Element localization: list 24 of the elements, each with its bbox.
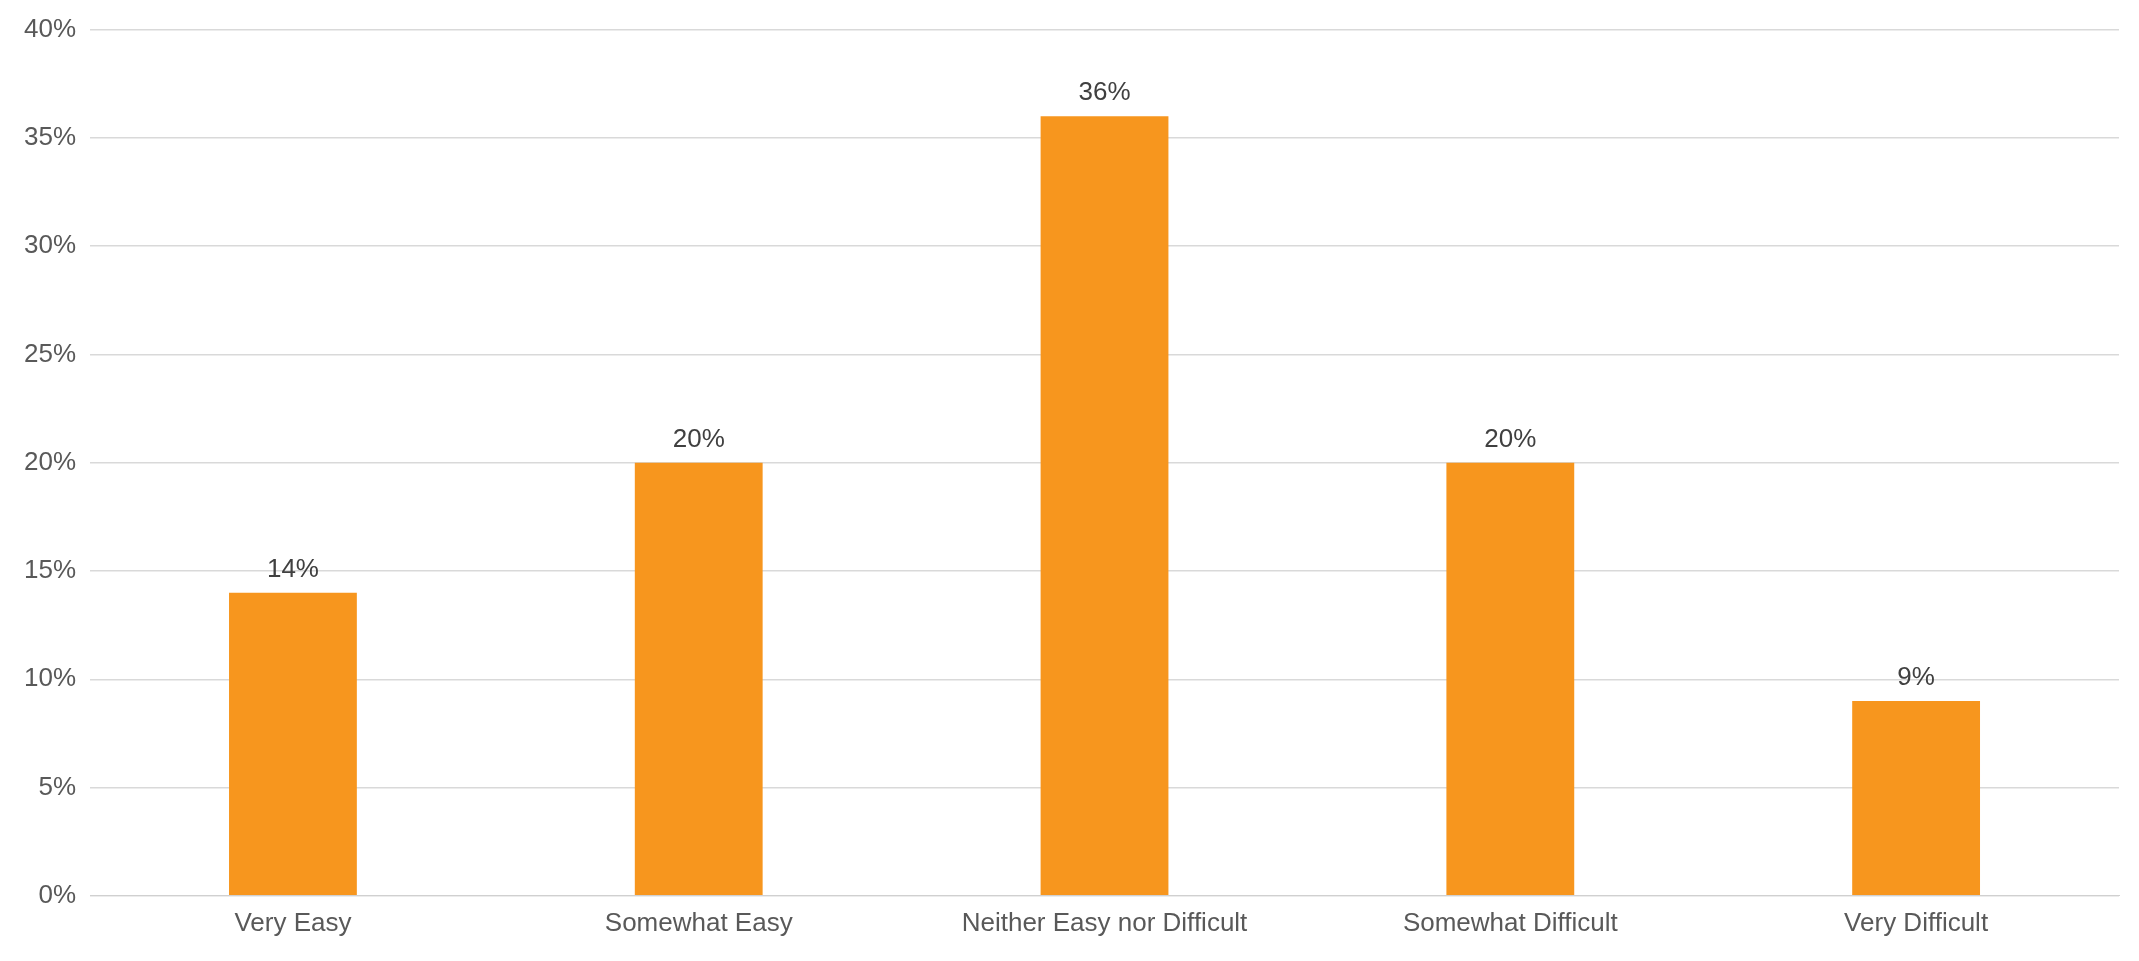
data-label: 20%: [672, 422, 725, 453]
y-tick-label: 20%: [23, 445, 77, 476]
y-tick-label: 0%: [38, 878, 77, 909]
data-label: 14%: [266, 552, 319, 583]
y-tick-label: 10%: [23, 662, 77, 693]
y-tick-label: 40%: [23, 12, 77, 43]
data-label: 9%: [1897, 661, 1935, 692]
data-label: 20%: [1484, 422, 1537, 453]
y-tick-label: 35%: [23, 121, 77, 152]
y-tick-label: 25%: [23, 337, 77, 368]
bar: [1040, 116, 1169, 896]
x-tick-label: Somewhat Difficult: [1402, 906, 1619, 937]
x-tick-label: Very Easy: [234, 906, 352, 937]
x-tick-label: Very Difficult: [1844, 906, 1989, 937]
x-tick-label: Neither Easy nor Difficult: [961, 906, 1249, 937]
y-tick-label: 30%: [23, 229, 77, 260]
bar: [1446, 462, 1575, 896]
y-tick-label: 5%: [38, 770, 77, 801]
data-label: 36%: [1078, 76, 1131, 107]
x-tick-label: Somewhat Easy: [604, 906, 793, 937]
y-tick-label: 15%: [23, 554, 77, 585]
bar: [229, 592, 357, 896]
bar: [1852, 700, 1981, 896]
bar: [634, 462, 763, 896]
